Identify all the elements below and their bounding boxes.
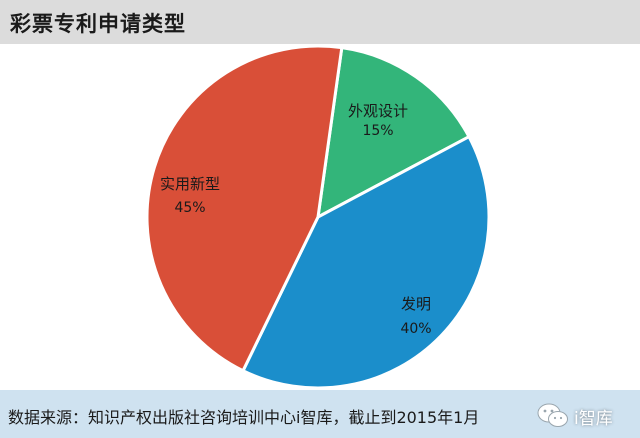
page-title: 彩票专利申请类型: [10, 8, 186, 38]
wechat-icon: [536, 402, 570, 430]
chart-area: 外观设计 15% 发明 40% 实用新型 45%: [0, 44, 640, 390]
slice-value-label: 40%: [400, 321, 431, 337]
slice-label: 发明: [401, 295, 431, 313]
data-source-note: 数据来源：知识产权出版社咨询培训中心i智库，截止到2015年1月: [8, 404, 479, 428]
watermark-text: i智库: [574, 404, 613, 429]
slice-label: 外观设计: [348, 102, 408, 120]
slice-value-label: 15%: [362, 123, 393, 139]
pie-chart: 外观设计 15% 发明 40% 实用新型 45%: [0, 44, 640, 390]
slice-label: 实用新型: [160, 175, 220, 193]
footer: 数据来源：知识产权出版社咨询培训中心i智库，截止到2015年1月 i智库: [0, 390, 640, 438]
title-bar: 彩票专利申请类型: [0, 0, 640, 44]
watermark: i智库: [536, 402, 613, 430]
slice-value-label: 45%: [174, 200, 205, 216]
